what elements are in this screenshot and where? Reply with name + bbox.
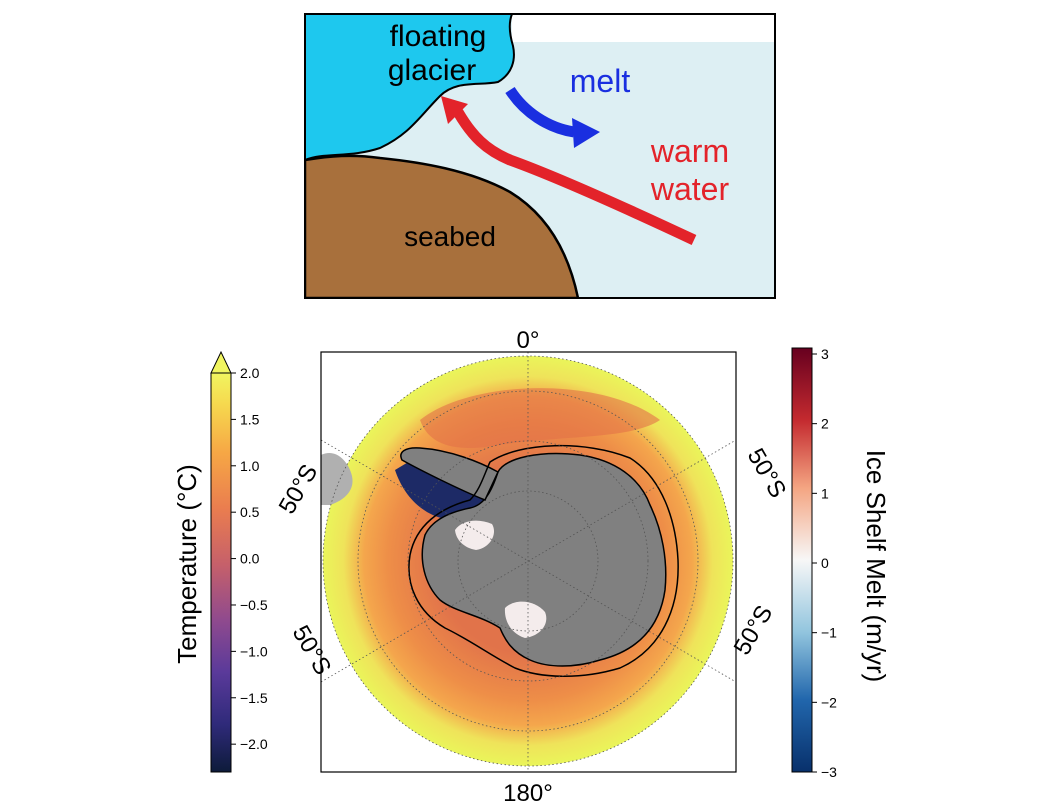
- temperature-colorbar-tick-label: 2.0: [240, 365, 260, 381]
- lat-label-upper-right: 50°S: [742, 444, 792, 503]
- melt-colorbar: 3 2 1 0 −1 −2 −3 Ice Shelf Melt (m/yr): [791, 346, 891, 780]
- melt-colorbar-tick-label: −2: [821, 694, 837, 710]
- antarctic-map: [321, 352, 736, 772]
- warm-label-line1: warm: [650, 133, 729, 169]
- warm-water-arrow: [453, 109, 697, 245]
- seabed-label: seabed: [404, 221, 496, 252]
- warm-patch-upper: [420, 388, 660, 449]
- antarctica-land: [421, 452, 667, 667]
- temperature-colorbar-tick-label: 1.0: [240, 458, 260, 474]
- map-top-label: 0°: [517, 327, 540, 354]
- melt-arrowhead: [572, 118, 600, 148]
- temperature-colorbar-fill: [210, 372, 232, 773]
- seabed: [305, 154, 580, 298]
- temperature-colorbar-extend-arrow: [210, 350, 232, 374]
- glacier-label-line1: floating: [390, 20, 487, 53]
- melt-colorbar-tick-label: 2: [821, 416, 829, 432]
- temperature-colorbar-ticks: 2.0 1.5 1.0 0.5 0.0 −0.5 −1.0 −1.5 −2.0: [231, 365, 268, 752]
- melt-colorbar-tick-label: −3: [821, 764, 837, 780]
- melt-colorbar-tick-label: −1: [821, 625, 837, 641]
- melt-colorbar-fill: [791, 347, 813, 773]
- ronne-filchner-ice-shelf: [455, 520, 495, 550]
- temperature-colorbar-tick-label: 1.5: [240, 411, 260, 427]
- map-frame: [320, 351, 737, 773]
- ross-ice-shelf: [504, 601, 547, 638]
- warm-water-arrowhead: [441, 96, 468, 124]
- temperature-colorbar-tick-label: −0.5: [240, 597, 268, 613]
- temperature-colorbar-tick-label: 0.5: [240, 504, 260, 520]
- temperature-colorbar-tick-label: −1.5: [240, 690, 268, 706]
- map-bottom-label: 180°: [503, 780, 553, 807]
- melt-colorbar-tick-label: 0: [821, 555, 829, 571]
- sky-area: [512, 14, 775, 42]
- antarctic-peninsula: [400, 447, 499, 501]
- glacier-label-line2: glacier: [388, 54, 476, 87]
- continental-shelf-contour: [408, 444, 679, 677]
- temperature-colorbar-tick-label: −1.0: [240, 643, 268, 659]
- melt-arrow: [505, 86, 576, 138]
- warm-label-line2: water: [650, 171, 730, 207]
- melt-label: melt: [570, 63, 631, 99]
- lat-label-upper-left: 50°S: [274, 460, 324, 519]
- floating-glacier: [305, 14, 515, 162]
- temperature-colorbar-tick-label: −2.0: [240, 736, 268, 752]
- melt-schematic: [305, 14, 775, 298]
- temperature-colorbar-tick-label: 0.0: [240, 551, 260, 567]
- melt-colorbar-ticks: 3 2 1 0 −1 −2 −3: [812, 346, 837, 780]
- south-america-tip: [321, 452, 353, 505]
- graticule: [321, 352, 736, 772]
- temperature-colorbar: 2.0 1.5 1.0 0.5 0.0 −0.5 −1.0 −1.5 −2.0 Temperat…: [172, 350, 268, 773]
- temperature-colorbar-label: Temperature (°C): [172, 464, 202, 664]
- melt-colorbar-tick-label: 1: [821, 485, 829, 501]
- melt-colorbar-label: Ice Shelf Melt (m/yr): [861, 450, 891, 683]
- schematic-frame: [304, 13, 776, 299]
- melt-colorbar-tick-label: 3: [821, 346, 829, 362]
